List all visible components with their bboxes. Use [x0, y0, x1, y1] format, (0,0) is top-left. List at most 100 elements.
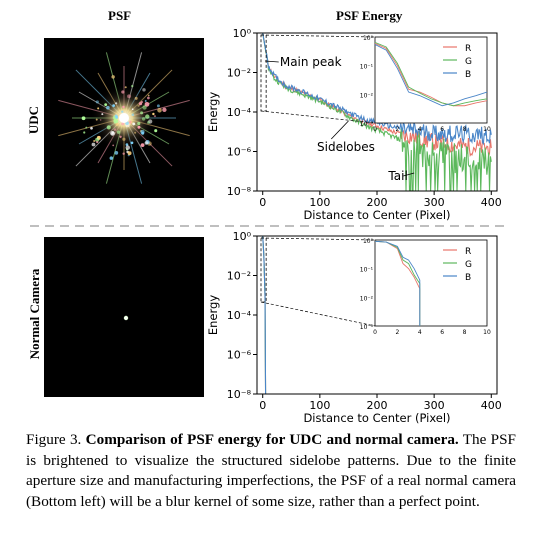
psf-dot: [119, 135, 122, 138]
annotation-main-peak: Main peak: [280, 55, 342, 69]
psf-dot: [140, 130, 145, 135]
psf-dot: [162, 107, 167, 113]
psf-dot: [144, 101, 150, 107]
inset-x-tick-label: 2: [395, 329, 399, 336]
psf-dot: [138, 102, 143, 106]
psf-dot: [95, 100, 99, 104]
x-tick-label: 200: [367, 399, 388, 412]
x-tick-label: 0: [259, 196, 266, 209]
psf-dot: [101, 113, 104, 116]
udc-energy-chart: 0 100 200 300 40010⁰10⁻²10⁻⁴10⁻⁶10⁻⁸Distance…: [206, 27, 502, 222]
psf-dot: [140, 111, 144, 115]
x-axis-label: Distance to Center (Pixel): [303, 208, 450, 222]
psf-dot: [132, 122, 136, 126]
inset-x-tick-label: 6: [440, 329, 444, 336]
psf-dot: [83, 131, 86, 134]
psf-dot: [95, 137, 100, 142]
inset-x-tick-label: 4: [418, 126, 422, 133]
series-line-B: [262, 235, 267, 395]
legend-label-R: R: [465, 247, 471, 257]
zoom-connector: [260, 301, 376, 327]
psf-dot: [146, 120, 150, 125]
psf-dot: [122, 105, 125, 109]
inset-y-tick-label: 10⁻³: [360, 121, 374, 128]
psf-dot: [156, 104, 160, 108]
psf-column-title: PSF: [108, 8, 132, 23]
y-tick-label: 10⁻²: [227, 270, 251, 283]
x-tick-label: 0: [259, 399, 266, 412]
caption-label: Figure 3.: [26, 431, 82, 448]
psf-dot: [85, 126, 88, 129]
psf-dot: [121, 122, 125, 126]
y-axis-label: Energy: [206, 92, 220, 132]
psf-dot: [112, 144, 115, 147]
psf-dot: [130, 84, 134, 88]
psf-dot: [112, 104, 115, 107]
psf-dot: [147, 94, 150, 97]
psf-dot: [90, 126, 93, 130]
psf-dot: [113, 118, 119, 124]
y-tick-label: 10⁻²: [227, 67, 251, 80]
psf-dot: [127, 151, 132, 156]
psf-dot: [114, 114, 118, 118]
y-tick-label: 10⁰: [233, 27, 252, 40]
x-tick-label: 300: [424, 196, 445, 209]
x-tick-label: 200: [367, 196, 388, 209]
inset-x-tick-label: 8: [463, 126, 467, 133]
psf-dot: [99, 119, 102, 121]
y-tick-label: 10⁰: [233, 230, 252, 243]
psf-dot: [142, 88, 146, 92]
zoom-connector: [260, 237, 376, 241]
inset-y-tick-label: 10⁻²: [360, 295, 374, 302]
inset-x-tick-label: 8: [463, 329, 467, 336]
psf-dot: [121, 110, 124, 113]
psf-dot: [95, 118, 98, 121]
x-axis-label: Distance to Center (Pixel): [303, 411, 450, 425]
psf-dot: [115, 122, 119, 127]
annotation-arrow: [330, 120, 349, 140]
psf-dot: [142, 105, 147, 110]
psf-dot: [147, 96, 150, 100]
inset-x-tick-label: 4: [418, 329, 422, 336]
inset-y-tick-label: 10⁻³: [360, 324, 374, 331]
x-tick-label: 100: [309, 399, 330, 412]
psf-dot: [130, 141, 134, 145]
psf-dot: [110, 131, 115, 136]
psf-dot: [130, 121, 133, 124]
psf-dot: [131, 108, 134, 111]
psf-dot: [81, 116, 86, 121]
x-tick-label: 400: [481, 196, 502, 209]
inset-line-R: [374, 42, 488, 107]
psf-dot: [111, 75, 115, 79]
y-tick-label: 10⁻⁶: [227, 349, 252, 362]
inset-x-tick-label: 0: [373, 126, 377, 133]
caption-text: The PSF is brightened to visualize the s…: [26, 431, 516, 510]
normal-camera-psf-image: [44, 237, 204, 397]
psf-dot: [137, 125, 141, 129]
psf-dot: [140, 143, 145, 148]
psf-dot: [125, 145, 130, 150]
legend-label-B: B: [465, 273, 471, 283]
inset-y-tick-label: 10⁻¹: [360, 64, 374, 71]
zoom-connector: [260, 34, 376, 38]
psf-dot: [122, 137, 126, 141]
legend-label-G: G: [465, 260, 472, 270]
y-tick-label: 10⁻⁴: [227, 106, 252, 119]
psf-dot: [114, 151, 119, 155]
psf-dot: [141, 117, 146, 121]
row-divider: [30, 225, 510, 227]
y-tick-label: 10⁻⁸: [227, 388, 252, 401]
annotation-tail: Tail: [387, 169, 407, 183]
inset-x-tick-label: 0: [373, 329, 377, 336]
legend-label-B: B: [465, 70, 471, 80]
psf-dot: [121, 90, 125, 94]
psf-dot: [125, 143, 129, 146]
annotation-arrow: [264, 60, 279, 63]
x-tick-label: 300: [424, 399, 445, 412]
normal-camera-energy-chart: 0 100 200 300 40010⁰10⁻²10⁻⁴10⁻⁶10⁻⁸Distance…: [206, 230, 502, 425]
inset-frame: [374, 239, 488, 327]
inset-x-tick-label: 10: [483, 329, 491, 336]
psf-dot: [113, 128, 117, 131]
row-label-normal-camera: Normal Camera: [27, 268, 42, 360]
x-tick-label: 100: [309, 196, 330, 209]
